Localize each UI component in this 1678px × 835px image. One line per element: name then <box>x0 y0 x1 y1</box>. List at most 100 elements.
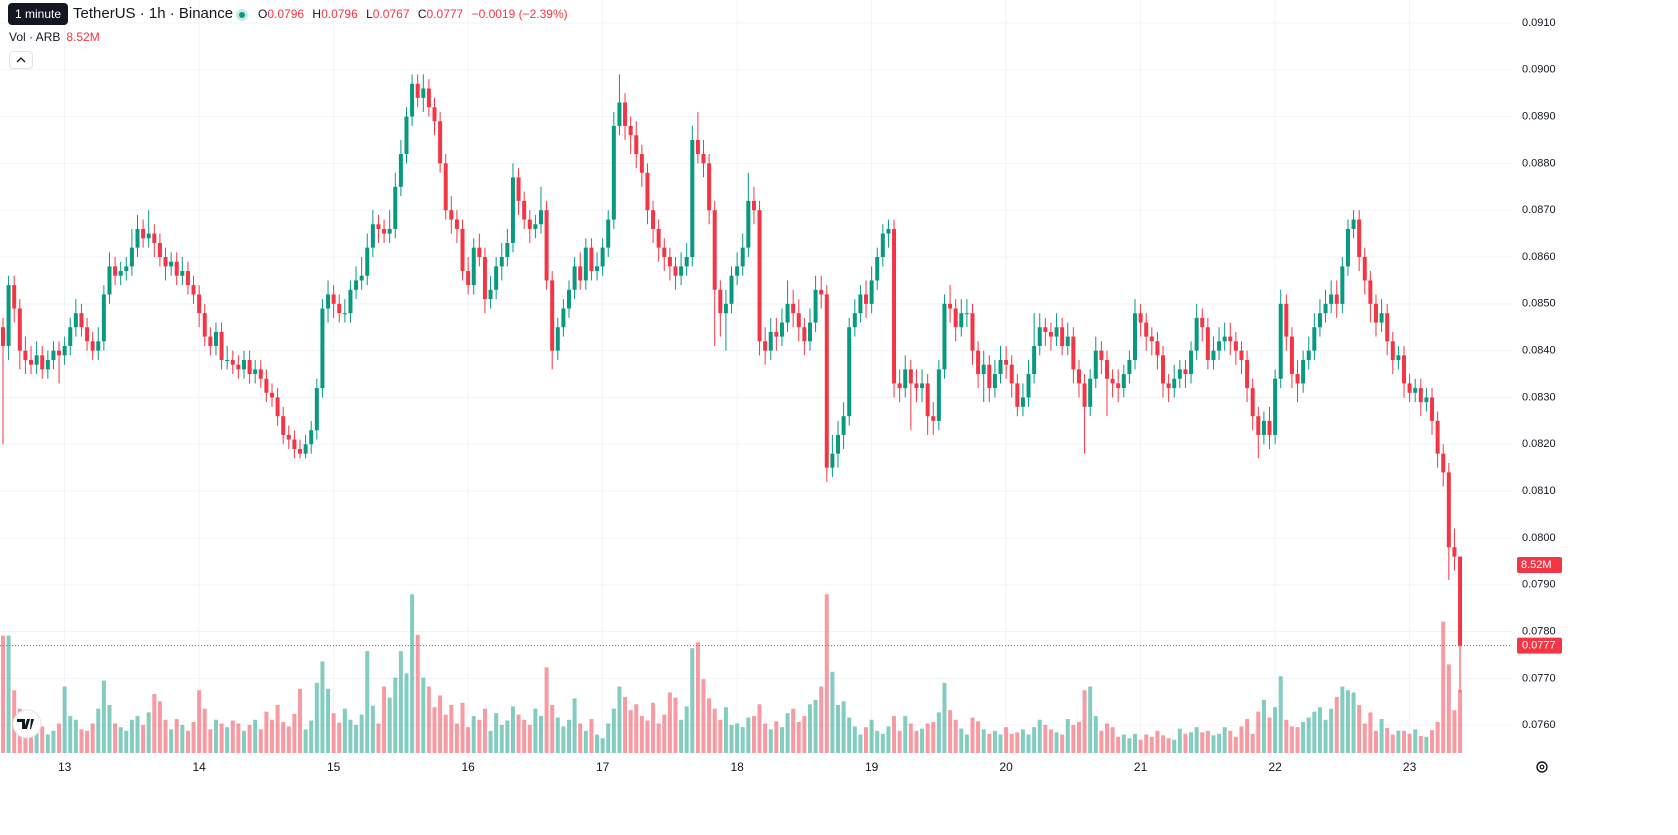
volume-bar <box>1043 724 1048 753</box>
volume-bar <box>34 732 39 753</box>
candle-body <box>34 355 39 365</box>
volume-bar <box>174 719 179 753</box>
candle-body <box>774 331 779 337</box>
volume-bar <box>914 730 919 753</box>
candle-body <box>225 360 230 362</box>
candle-body <box>1076 369 1081 384</box>
candle-body <box>1054 327 1059 337</box>
candle-body <box>824 294 829 468</box>
volume-bar <box>404 673 409 753</box>
low-value: 0.0767 <box>372 7 410 21</box>
y-tick-label: 0.0760 <box>1522 719 1556 731</box>
candle-body <box>858 294 863 314</box>
volume-bar <box>376 723 381 753</box>
candle-body <box>623 102 628 126</box>
candle-body <box>1060 327 1065 346</box>
volume-bar <box>1373 730 1378 753</box>
x-tick-label: 16 <box>461 760 475 774</box>
candle-body <box>230 360 235 365</box>
candle-body <box>348 289 353 314</box>
volume-bar <box>410 594 415 753</box>
candle-body <box>96 341 101 351</box>
volume-bar <box>516 714 521 753</box>
volume-bar <box>1430 730 1435 753</box>
candle-body <box>561 308 566 328</box>
high-value: 0.0796 <box>321 7 358 21</box>
candle-body <box>51 350 56 361</box>
y-tick-label: 0.0840 <box>1522 345 1556 357</box>
volume-bar <box>57 723 62 753</box>
volume-bar <box>1239 726 1244 753</box>
candle-body <box>673 266 678 276</box>
candle-body <box>684 257 689 267</box>
candle-body <box>421 88 426 98</box>
candle-body <box>443 163 448 211</box>
volume-bar <box>796 721 801 753</box>
volume-bar <box>443 714 448 753</box>
volume-bar <box>1037 719 1042 753</box>
volume-bar <box>1166 738 1171 753</box>
candle-body <box>387 228 392 234</box>
volume-bar <box>1379 719 1384 753</box>
volume-bar <box>1189 732 1194 753</box>
candle-body <box>410 83 415 117</box>
candle-body <box>735 266 740 276</box>
volume-bar <box>1435 721 1440 753</box>
volume-bar <box>662 714 667 753</box>
volume-bar <box>157 701 162 753</box>
volume-bar <box>1390 734 1395 753</box>
candle-body <box>292 439 297 449</box>
candle-body <box>241 360 246 370</box>
volume-bar <box>701 679 706 753</box>
candle-body <box>852 313 857 328</box>
close-value: 0.0777 <box>426 7 464 21</box>
volume-bar <box>466 727 471 753</box>
volume-bar <box>225 727 230 753</box>
candle-body <box>819 289 824 295</box>
open-value: 0.0796 <box>267 7 305 21</box>
volume-bar <box>152 693 157 753</box>
volume-bar <box>1004 727 1009 753</box>
candle-body <box>426 88 431 108</box>
volume-bar <box>1273 707 1278 753</box>
y-tick-label: 0.0790 <box>1522 579 1556 591</box>
volume-bar <box>292 713 297 753</box>
volume-bar <box>533 708 538 753</box>
volume-bar <box>163 719 168 753</box>
candle-body <box>1413 388 1418 393</box>
symbol-title[interactable]: TetherUS · 1h · Binance <box>73 5 234 22</box>
volume-bar <box>847 717 852 753</box>
volume-bar <box>819 686 824 753</box>
volume-bar <box>331 713 336 753</box>
candle-body <box>264 378 269 393</box>
volume-bar <box>1082 690 1087 753</box>
candle-body <box>1329 294 1334 304</box>
candle-body <box>202 313 207 337</box>
volume-bar <box>73 719 78 753</box>
candle-body <box>1211 350 1216 361</box>
volume-bar <box>740 727 745 753</box>
candle-body <box>1015 383 1020 407</box>
candle-body <box>1222 336 1227 342</box>
volume-bar <box>639 716 644 753</box>
volume-bar <box>1278 676 1283 753</box>
candle-body <box>1396 355 1401 361</box>
candle-body <box>17 308 22 351</box>
candle-body <box>864 294 869 304</box>
volume-bar <box>314 682 319 753</box>
volume-bar <box>118 727 123 753</box>
candle-body <box>538 210 543 225</box>
candle-body <box>897 383 902 389</box>
candle-body <box>1267 420 1272 435</box>
candle-body <box>516 177 521 201</box>
y-tick-label: 0.0860 <box>1522 251 1556 263</box>
candle-body <box>477 247 482 258</box>
volume-bar <box>695 642 700 753</box>
candle-body <box>1340 266 1345 304</box>
volume-bar <box>1340 686 1345 753</box>
settings-icon-hub <box>1539 764 1545 770</box>
candle-body <box>1430 397 1435 421</box>
volume-bar <box>1076 721 1081 753</box>
candle-body <box>370 224 375 248</box>
collapse-button[interactable] <box>9 51 33 69</box>
